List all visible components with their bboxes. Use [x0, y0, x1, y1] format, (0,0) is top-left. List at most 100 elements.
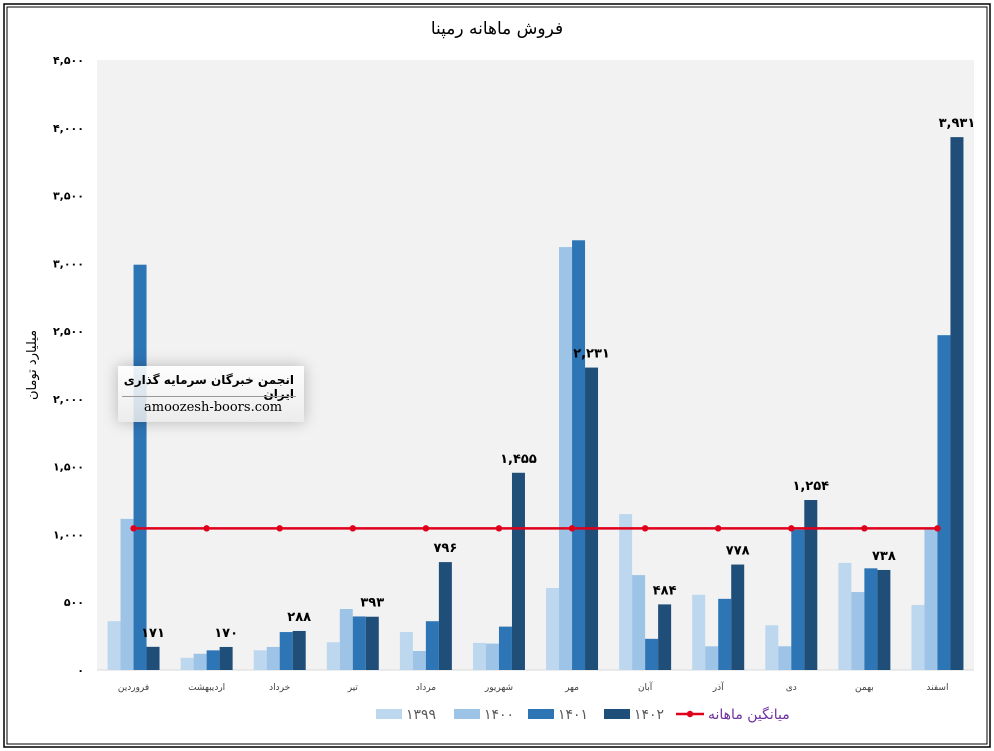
average-point	[788, 525, 795, 532]
bar	[146, 646, 160, 670]
x-tick-label: اردیبهشت	[188, 683, 225, 693]
average-point	[861, 525, 868, 532]
data-label: ۲,۲۳۱	[573, 347, 610, 362]
bar	[924, 529, 938, 670]
x-tick-label: مهر	[564, 683, 579, 693]
bar	[864, 568, 878, 670]
bar	[950, 137, 964, 670]
average-point	[568, 525, 576, 532]
x-tick-label: شهریور	[484, 683, 513, 693]
bar	[645, 638, 659, 670]
data-label: ۲۸۸	[287, 610, 311, 625]
legend-swatch	[604, 709, 630, 719]
watermark-title: انجمن خبرگان سرمایه گذاری ایران	[123, 373, 294, 401]
bar	[778, 646, 792, 670]
watermark-divider	[122, 396, 296, 397]
legend: ۱۳۹۹ ۱۴۰۰ ۱۴۰۱ ۱۴۰۲ میانگین ماهانه	[376, 706, 790, 723]
x-tick-label: فروردین	[118, 683, 149, 693]
bar	[572, 240, 586, 671]
x-tick-label: خرداد	[269, 683, 290, 693]
x-tick-label: آذر	[712, 681, 724, 693]
y-tick-label: ۲,۰۰۰	[53, 393, 84, 406]
data-label: ۷۹۶	[433, 541, 457, 556]
bar	[279, 632, 293, 670]
average-point	[276, 525, 283, 532]
x-tick-label: آبان	[638, 681, 653, 693]
bar	[937, 335, 951, 670]
bar	[718, 598, 732, 670]
bar	[546, 587, 560, 670]
legend-swatch	[376, 709, 402, 719]
y-axis-label: میلیارد تومان	[25, 330, 40, 400]
x-tick-label: اسفند	[926, 683, 948, 693]
average-point	[495, 525, 503, 532]
legend-label: ۱۴۰۱	[558, 707, 588, 723]
bar	[632, 575, 646, 670]
data-label: ۱,۲۵۴	[792, 479, 829, 494]
bar	[658, 604, 672, 670]
y-tick-label: ۳,۵۰۰	[53, 190, 84, 203]
average-line	[130, 525, 941, 532]
legend-line-marker	[686, 710, 694, 718]
watermark-site: amoozesh-boors.com	[144, 400, 283, 415]
x-tick-label: تیر	[347, 683, 359, 693]
y-tick-label: ۰	[77, 664, 84, 677]
data-label: ۱۷۱	[141, 626, 165, 641]
average-point	[422, 525, 430, 532]
bar	[731, 564, 745, 670]
data-label: ۱,۴۵۵	[500, 452, 537, 467]
legend-label: ۱۴۰۲	[634, 707, 664, 723]
bar	[352, 616, 366, 670]
bar	[791, 529, 805, 670]
legend-label: ۱۴۰۰	[484, 707, 514, 723]
y-tick-label: ۴,۰۰۰	[53, 122, 84, 135]
plot-area	[97, 60, 974, 670]
y-tick-label: ۴,۵۰۰	[53, 54, 84, 67]
data-label: ۷۳۸	[872, 549, 896, 564]
legend-swatch	[454, 709, 480, 719]
bar	[851, 592, 865, 670]
bar	[585, 367, 599, 670]
bar	[705, 646, 719, 670]
average-point	[203, 525, 210, 532]
bar	[485, 643, 499, 670]
bar	[619, 514, 633, 670]
bar	[133, 264, 147, 670]
y-tick-label: ۳,۰۰۰	[53, 257, 84, 270]
average-point	[349, 525, 356, 532]
bars	[107, 137, 964, 671]
legend-swatch	[528, 709, 554, 719]
bar	[765, 625, 779, 670]
bar	[365, 616, 379, 670]
bar	[266, 646, 280, 670]
average-point	[934, 525, 941, 532]
watermark: انجمن خبرگان سرمایه گذاری ایران amoozesh…	[118, 366, 304, 422]
data-label: ۴۸۴	[653, 583, 677, 598]
bar	[412, 651, 426, 670]
bar	[511, 472, 525, 670]
inner-border	[6, 6, 988, 745]
bar	[253, 650, 267, 670]
y-tick-label: ۵۰۰	[64, 596, 84, 609]
data-label: ۱۷۰	[214, 626, 238, 641]
bar	[692, 594, 706, 670]
data-labels: ۱۷۱ ۱۷۰ ۲۸۸ ۳۹۳ ۷۹۶ ۱,۴۵۵ ۲,۲۳۱ ۴۸۴ ۷۷۸ ۱,۲۵۴ ۷۳۸ ۳…	[141, 116, 975, 641]
y-tick-label: ۱,۰۰۰	[53, 528, 84, 541]
legend-label: میانگین ماهانه	[708, 706, 790, 723]
average-point	[130, 525, 137, 532]
chart-title: فروش ماهانه رمپنا	[431, 19, 563, 39]
bar	[193, 653, 207, 670]
bar	[180, 657, 194, 670]
y-tick-labels: ۰ ۵۰۰ ۱,۰۰۰ ۱,۵۰۰ ۲,۰۰۰ ۲,۵۰۰ ۳,۰۰۰ ۳,۵۰۰ ۴,۰۰۰ ۴…	[53, 54, 84, 677]
bar	[559, 247, 573, 671]
bar	[438, 562, 452, 670]
x-tick-label: دی	[786, 683, 797, 693]
bar	[838, 562, 852, 670]
bar	[206, 650, 220, 670]
x-tick-labels: فروردین اردیبهشت خرداد تیر مرداد شهریور مهر آبا…	[118, 681, 949, 693]
bar	[498, 626, 512, 670]
bar	[911, 604, 925, 670]
data-label: ۳,۹۳۱	[939, 116, 976, 131]
average-point	[715, 525, 722, 532]
